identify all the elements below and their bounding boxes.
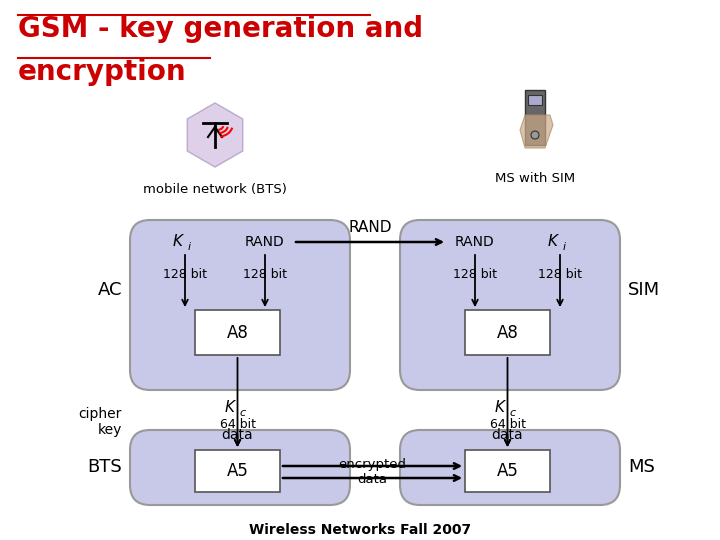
FancyBboxPatch shape: [400, 220, 620, 390]
Text: 128 bit: 128 bit: [453, 267, 497, 280]
Text: A5: A5: [227, 462, 248, 480]
Text: 128 bit: 128 bit: [243, 267, 287, 280]
FancyBboxPatch shape: [400, 430, 620, 505]
Polygon shape: [520, 115, 553, 148]
Text: GSM - key generation and: GSM - key generation and: [18, 15, 423, 43]
Text: MS: MS: [628, 458, 655, 476]
Text: A8: A8: [227, 323, 248, 341]
FancyBboxPatch shape: [130, 430, 350, 505]
Text: SIM: SIM: [628, 281, 660, 299]
Text: AC: AC: [97, 281, 122, 299]
Text: Wireless Networks Fall 2007: Wireless Networks Fall 2007: [249, 523, 471, 537]
Bar: [465, 310, 550, 355]
Text: data: data: [222, 428, 253, 442]
Text: K: K: [225, 401, 235, 415]
Text: BTS: BTS: [87, 458, 122, 476]
Text: encrypted
data: encrypted data: [338, 458, 407, 486]
Bar: [195, 450, 280, 492]
Text: 64 bit: 64 bit: [220, 418, 256, 431]
Text: RAND: RAND: [348, 220, 392, 235]
Text: MS with SIM: MS with SIM: [495, 172, 575, 185]
FancyBboxPatch shape: [130, 220, 350, 390]
Text: i: i: [563, 242, 566, 252]
Text: K: K: [173, 234, 183, 249]
Text: K: K: [548, 234, 558, 249]
Text: i: i: [188, 242, 191, 252]
Bar: [528, 95, 542, 105]
Text: 128 bit: 128 bit: [163, 267, 207, 280]
Text: cipher
key: cipher key: [78, 407, 122, 437]
Bar: [465, 450, 550, 492]
Text: c: c: [510, 408, 516, 418]
Text: RAND: RAND: [455, 235, 495, 249]
Text: K: K: [495, 401, 505, 415]
Text: encryption: encryption: [18, 58, 186, 86]
Text: A5: A5: [497, 462, 518, 480]
Text: mobile network (BTS): mobile network (BTS): [143, 183, 287, 196]
Text: A8: A8: [497, 323, 518, 341]
Circle shape: [531, 131, 539, 139]
Text: c: c: [240, 408, 246, 418]
Text: data: data: [492, 428, 523, 442]
Text: 128 bit: 128 bit: [538, 267, 582, 280]
Text: RAND: RAND: [245, 235, 285, 249]
Text: 64 bit: 64 bit: [490, 418, 526, 431]
Bar: [195, 310, 280, 355]
Polygon shape: [525, 90, 545, 145]
Polygon shape: [187, 103, 243, 167]
